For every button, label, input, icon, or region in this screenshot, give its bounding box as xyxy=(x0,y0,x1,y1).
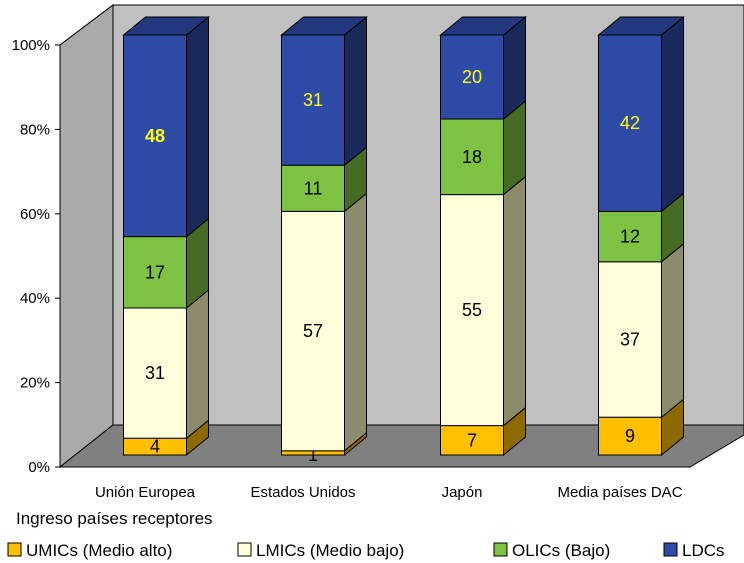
bar-segment: 11 xyxy=(281,146,367,213)
y-tick-label: 100% xyxy=(12,37,50,54)
bar-front xyxy=(598,261,662,418)
bar-front xyxy=(440,118,504,196)
bar-segment: 20 xyxy=(439,15,527,121)
legend-label: LMICs (Medio bajo) xyxy=(256,541,404,560)
bar-front xyxy=(440,425,504,456)
bar-side xyxy=(186,15,209,238)
bar-segment: 57 xyxy=(281,192,367,452)
bar-value-label: 55 xyxy=(462,300,482,320)
bar-value-label: 9 xyxy=(625,426,635,446)
legend-swatch xyxy=(493,542,508,557)
legend-item: LDCs xyxy=(663,541,725,560)
category-label: Japón xyxy=(442,484,483,501)
bars-group: 4 31 17 48 1 57 11 31 7 55 18 20 9 37 12 42 xyxy=(122,15,685,465)
bar-side xyxy=(503,175,526,427)
y-tick-label: 20% xyxy=(20,375,50,392)
category-label: Unión Europea xyxy=(95,484,196,501)
bar-front xyxy=(598,416,662,456)
bar-segment: 4 xyxy=(123,419,209,457)
bar-value-label: 11 xyxy=(304,178,323,198)
bar-side xyxy=(661,242,684,419)
legend-swatch xyxy=(663,542,678,557)
bar-front xyxy=(123,236,187,309)
bar-side xyxy=(186,288,209,440)
bar-value-label: 12 xyxy=(620,227,640,247)
category-label: Estados Unidos xyxy=(250,484,355,501)
bar-side xyxy=(344,15,367,167)
bar-value-label: 57 xyxy=(303,321,323,341)
bar-value-label: 1 xyxy=(308,445,318,465)
bar-front xyxy=(440,194,504,427)
bar-side xyxy=(661,15,684,213)
y-tick-label: 0% xyxy=(28,459,50,476)
y-tick-label: 80% xyxy=(20,121,50,138)
legend-swatch xyxy=(237,542,252,557)
y-tick-label: 40% xyxy=(20,290,50,307)
bar-front xyxy=(123,307,187,439)
y-axis: 0% 20% 40% 60% 80% 100% xyxy=(12,37,61,476)
bar-value-label: 18 xyxy=(462,147,482,167)
bar-segment: 17 xyxy=(123,217,209,310)
bar-segment: 48 xyxy=(122,15,210,238)
x-axis-title: Ingreso países receptores xyxy=(16,509,213,528)
bar-segment: 31 xyxy=(123,288,209,440)
bar-value-label: 20 xyxy=(462,67,482,87)
legend-item: LMICs (Medio bajo) xyxy=(237,541,404,560)
bar-top xyxy=(597,16,685,36)
y-tick-label: 60% xyxy=(20,206,50,223)
bar-front xyxy=(440,34,504,120)
legend-swatch xyxy=(7,542,22,557)
x-axis-labels: Unión Europea Estados Unidos Japón Media pa… xyxy=(95,484,683,501)
bar-segment: 7 xyxy=(440,406,526,457)
bar-side xyxy=(344,192,367,452)
bar-value-label: 17 xyxy=(145,262,165,282)
chart-side-wall xyxy=(59,3,114,469)
legend-item: UMICs (Medio alto) xyxy=(7,541,172,560)
bar-segment: 37 xyxy=(598,242,684,419)
bar-value-label: 31 xyxy=(145,363,165,383)
bar-segment: 55 xyxy=(440,175,526,427)
bar-segment: 18 xyxy=(440,99,526,196)
bar-top xyxy=(439,16,527,36)
bar-segment: 12 xyxy=(598,192,684,263)
bar-value-label: 48 xyxy=(145,126,165,146)
bar-value-label: 31 xyxy=(303,90,323,110)
category-label: Media países DAC xyxy=(557,484,682,501)
legend-label: LDCs xyxy=(682,541,725,560)
legend-label: UMICs (Medio alto) xyxy=(26,541,172,560)
bar-value-label: 42 xyxy=(620,113,640,133)
bar-value-label: 7 xyxy=(467,430,477,450)
chart-floor xyxy=(58,424,744,468)
bar-value-label: 4 xyxy=(150,437,160,457)
bar-segment: 42 xyxy=(597,15,685,213)
bar-front xyxy=(598,210,662,263)
bar-front xyxy=(281,34,345,166)
legend-item: OLICs (Bajo) xyxy=(493,541,610,560)
legend-label: OLICs (Bajo) xyxy=(512,541,610,560)
bar-front xyxy=(281,164,345,212)
bar-top xyxy=(280,16,368,36)
bar-value-label: 37 xyxy=(620,330,640,350)
bar-front xyxy=(281,210,345,452)
bar-segment: 31 xyxy=(280,15,368,167)
legend: UMICs (Medio alto) LMICs (Medio bajo) OLIC… xyxy=(7,541,725,560)
bar-top xyxy=(122,16,210,36)
